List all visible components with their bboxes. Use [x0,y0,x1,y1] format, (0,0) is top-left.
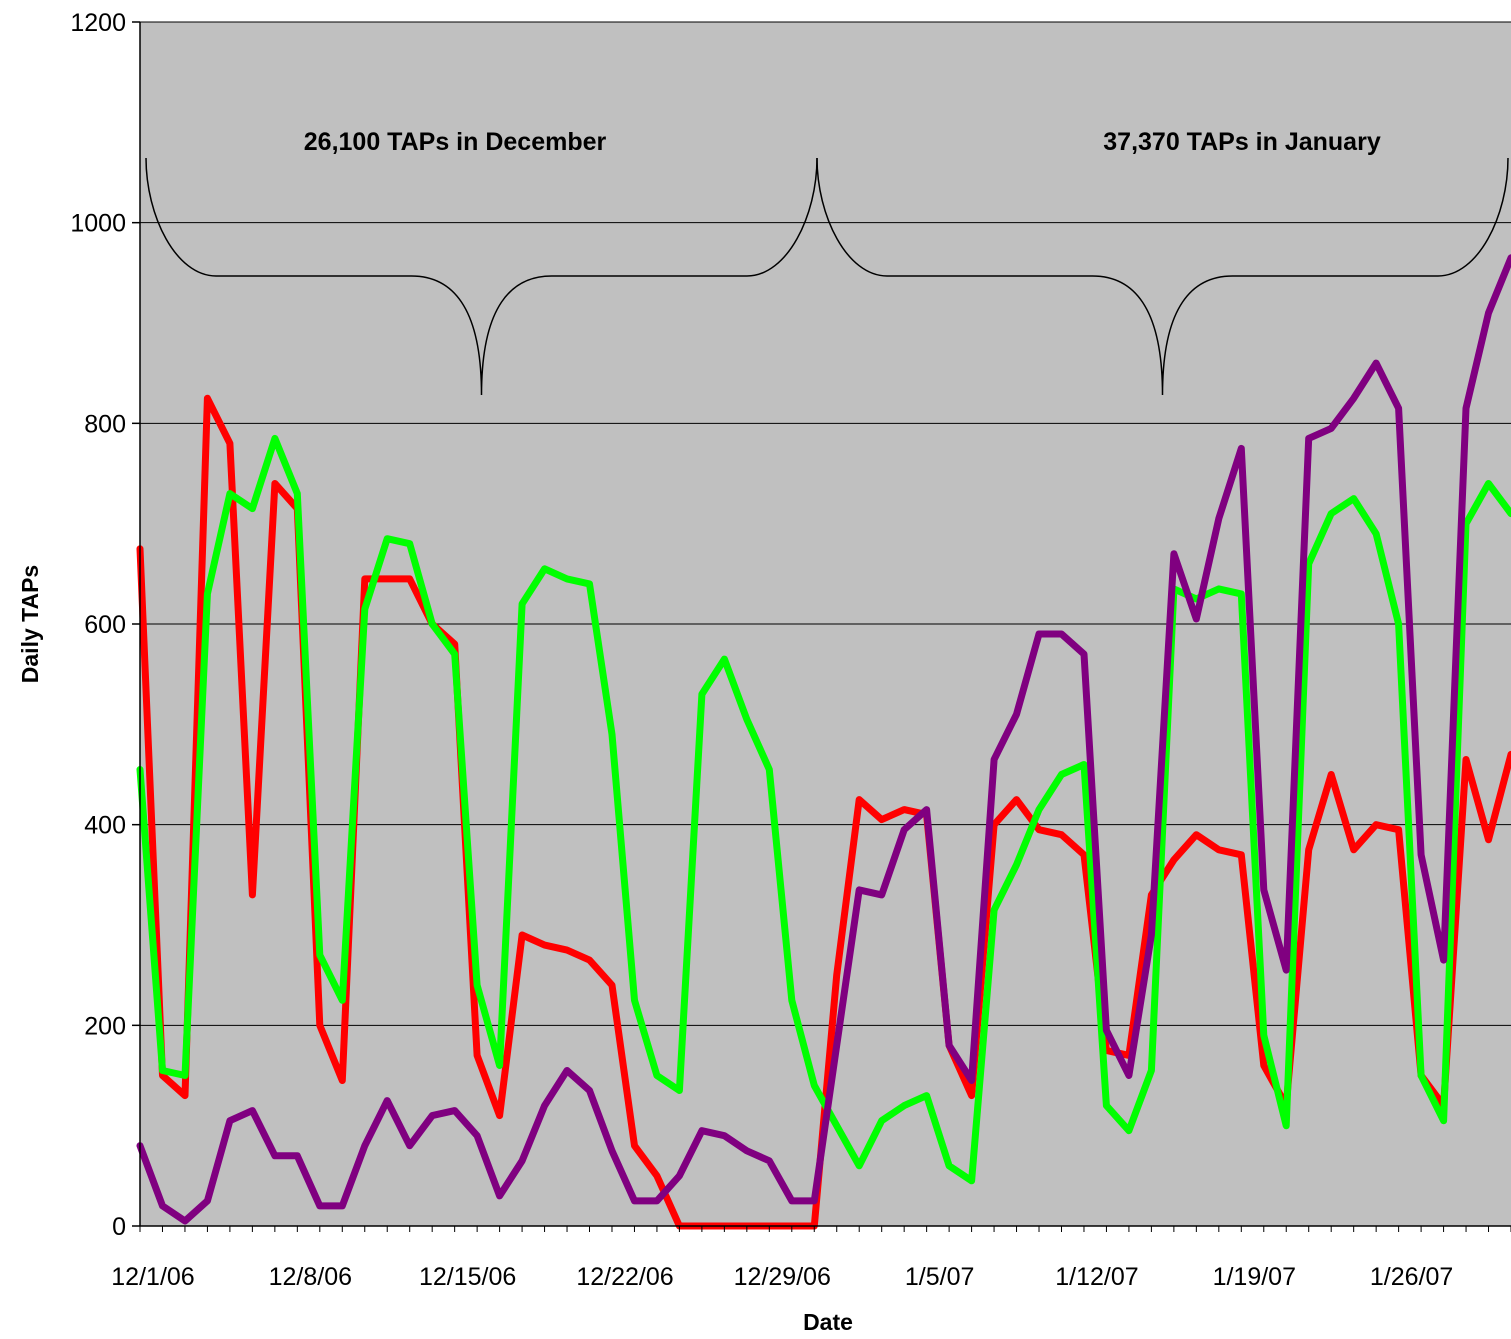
x-tick-label: 12/8/06 [269,1263,352,1291]
x-tick-label: 1/12/07 [1055,1263,1138,1291]
y-tick-label: 200 [84,1012,126,1040]
gridlines [140,21,1511,1026]
x-tick-label: 1/19/07 [1213,1263,1296,1291]
x-tick-label: 1/5/07 [905,1263,975,1291]
x-tick-label: 12/1/06 [111,1263,194,1291]
x-tick-label: 12/29/06 [734,1263,831,1291]
annotation-label: 26,100 TAPs in December [304,128,607,156]
x-axis-title: Date [803,1309,853,1335]
y-tick-label: 0 [112,1213,126,1241]
y-axis-title: Daily TAPs [17,565,43,683]
axes: 0 200 400 600 800 1000 1200 12/1/06 12/8/06 12/15… [70,9,1511,1291]
series-line [136,254,1511,1225]
y-tick-label: 400 [84,812,126,840]
y-tick-label: 1200 [70,9,126,37]
series-lines [136,254,1511,1230]
y-tick-label: 1000 [70,210,126,238]
y-tick-label: 600 [84,611,126,639]
x-tick-label: 1/26/07 [1370,1263,1453,1291]
annotations: 26,100 TAPs in December 37,370 TAPs in Ja… [145,128,1509,396]
annotation-brace [816,157,1509,396]
x-tick-label: 12/15/06 [419,1263,516,1291]
annotation-brace [145,157,818,396]
x-tick-label: 12/22/06 [576,1263,673,1291]
y-tick-label: 800 [84,410,126,438]
annotation-label: 37,370 TAPs in January [1103,128,1381,156]
